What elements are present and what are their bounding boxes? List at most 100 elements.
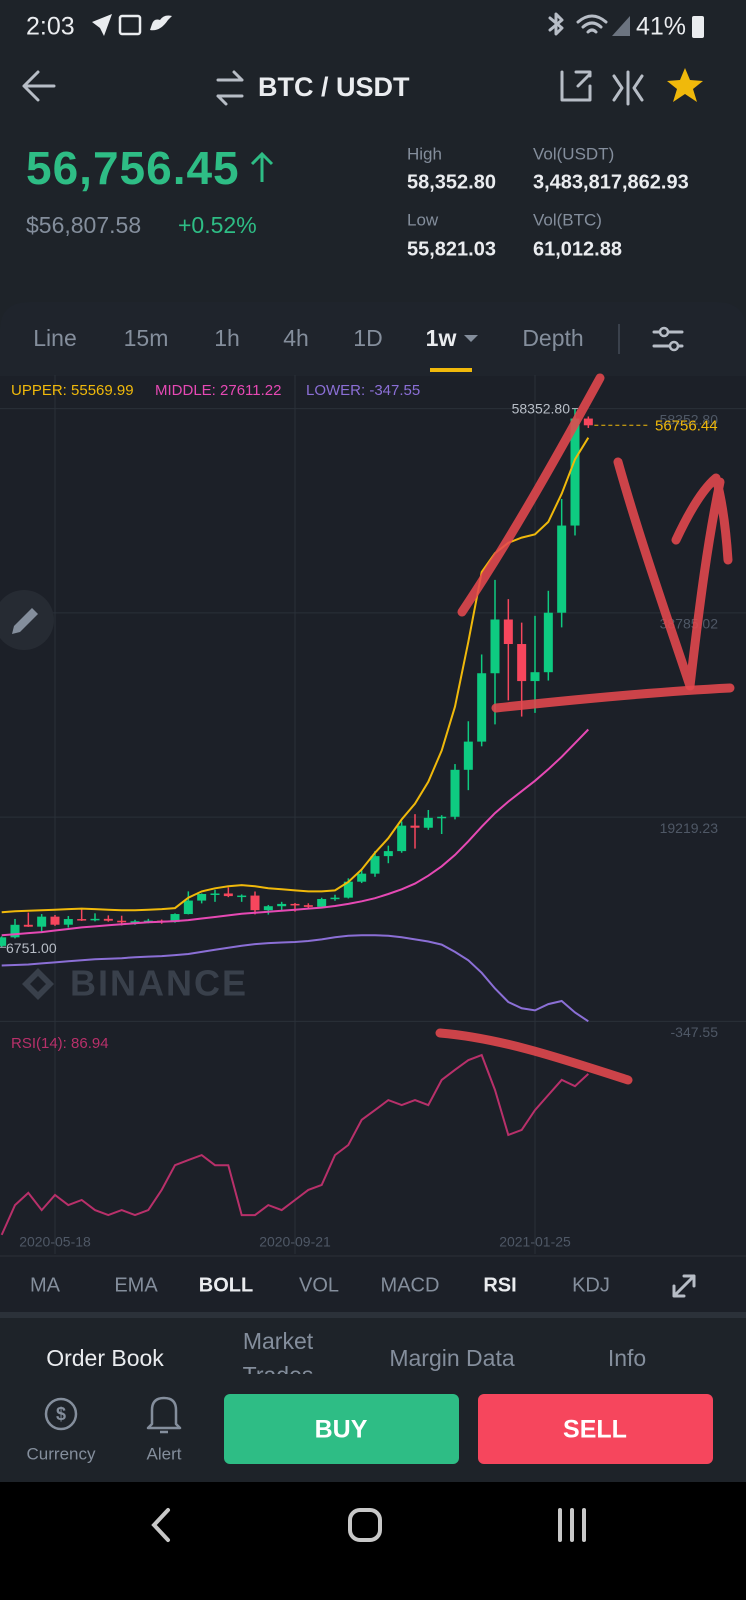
stat-label: Vol(BTC) <box>533 210 602 229</box>
rsi-label: RSI(14): 86.94 <box>11 1035 109 1052</box>
candle-body <box>10 924 20 938</box>
bluetooth-icon <box>548 12 564 36</box>
y-tick-label: 58352.80 <box>660 411 719 427</box>
pencil-icon <box>12 608 38 634</box>
candle-body <box>357 873 367 882</box>
nav-home[interactable] <box>348 1508 382 1542</box>
candle-body <box>130 921 140 923</box>
fullscreen-icon[interactable] <box>672 1274 696 1298</box>
twitter-icon <box>150 15 172 31</box>
nav-back[interactable] <box>151 1508 170 1542</box>
candle-body <box>223 893 233 897</box>
section-tab-line: Trades <box>243 1362 314 1388</box>
y-tick-label: -347.55 <box>671 1024 719 1040</box>
candle-body <box>103 918 113 921</box>
indicator-tab[interactable]: RSI <box>483 1274 516 1296</box>
rsi-line <box>0 1053 589 1236</box>
interval-tab[interactable]: 4h <box>283 325 309 351</box>
interval-tab[interactable]: Line <box>33 325 76 351</box>
indicator-label: LOWER: -347.55 <box>306 382 420 399</box>
candle-body <box>463 741 473 770</box>
candle-body <box>437 816 447 819</box>
last-price-label: 56756.44 <box>655 417 718 434</box>
candle-body <box>317 899 327 907</box>
gallery-icon <box>118 14 142 36</box>
interval-tab[interactable]: 1w <box>426 325 457 351</box>
candle-body <box>37 916 47 927</box>
indicator-tab[interactable]: MACD <box>381 1274 440 1296</box>
section-tab[interactable]: Order Book <box>46 1345 164 1371</box>
stat-label: High <box>407 144 442 163</box>
wifi-icon <box>576 14 608 34</box>
stat-label: Vol(USDT) <box>533 144 614 163</box>
candle-body <box>450 769 460 817</box>
share-icon[interactable] <box>560 70 592 102</box>
buy-button[interactable] <box>224 1394 459 1464</box>
indicator-tab[interactable]: KDJ <box>572 1274 610 1296</box>
favorite-star[interactable] <box>667 68 703 102</box>
swap-icon[interactable] <box>216 70 244 106</box>
compare-icon[interactable] <box>612 70 644 106</box>
indicator-label: MIDDLE: 27611.22 <box>155 382 281 399</box>
candle-body <box>477 673 487 742</box>
alert-button[interactable]: Alert <box>147 1444 182 1463</box>
nav-recents[interactable] <box>558 1508 586 1542</box>
candle-body <box>570 418 580 526</box>
candle-body <box>210 893 220 895</box>
section-tab[interactable]: Info <box>608 1345 646 1371</box>
watermark: BINANCE <box>70 963 248 1004</box>
hand-drawn-mark <box>435 1028 633 1085</box>
candle-body <box>250 895 260 911</box>
interval-tab[interactable]: 15m <box>124 325 169 351</box>
candle-body <box>397 825 407 852</box>
interval-tab[interactable]: 1D <box>353 325 382 351</box>
candle-body <box>503 619 513 645</box>
sell-label[interactable]: SELL <box>563 1416 627 1444</box>
buy-label[interactable]: BUY <box>315 1416 368 1444</box>
candle-body <box>517 644 527 682</box>
active-tab-underline <box>430 368 472 372</box>
candle-body <box>370 856 380 874</box>
indicator-tab[interactable]: MA <box>30 1274 61 1296</box>
settings-icon-knob <box>658 326 670 338</box>
candle-body <box>117 920 127 923</box>
x-tick-label: 2020-09-21 <box>259 1234 331 1250</box>
divider <box>0 1312 746 1318</box>
section-tab[interactable]: Market Trades <box>243 1328 314 1388</box>
pair-title[interactable]: BTC / USDT <box>258 72 410 102</box>
sell-button[interactable] <box>478 1394 713 1464</box>
candle-body <box>237 895 247 898</box>
chart-area <box>0 376 746 1312</box>
back-button[interactable] <box>22 70 56 102</box>
candle-body <box>63 919 73 925</box>
battery-icon <box>692 16 704 38</box>
candle-body <box>383 851 393 857</box>
candle-body <box>50 916 60 925</box>
dropdown-caret <box>464 335 478 342</box>
boll-line <box>1 728 590 937</box>
interval-tab[interactable]: Depth <box>522 325 583 351</box>
low-label: 6751.00 <box>6 940 57 956</box>
candle-body <box>0 937 7 946</box>
indicator-tabs: MA EMA BOLL VOL MACD RSI KDJ <box>30 1274 610 1296</box>
price-up-arrow <box>250 151 274 182</box>
last-price: 56,756.45 <box>26 142 240 194</box>
currency-button[interactable]: Currency <box>27 1444 96 1463</box>
indicator-tab[interactable]: EMA <box>114 1274 158 1296</box>
indicator-tab[interactable]: BOLL <box>199 1274 253 1296</box>
candle-body <box>77 919 87 921</box>
section-tab-line: Market <box>243 1328 314 1354</box>
candle-body <box>23 924 33 927</box>
telegram-icon <box>92 14 112 36</box>
status-time: 2:03 <box>26 13 75 41</box>
candle-body <box>557 525 567 613</box>
section-tab[interactable]: Margin Data <box>389 1345 514 1371</box>
interval-tab[interactable]: 1h <box>214 325 240 351</box>
candle-body <box>330 897 340 900</box>
stat-label: Low <box>407 210 439 229</box>
indicator-tab[interactable]: VOL <box>299 1274 339 1296</box>
fiat-price: $56,807.58 <box>26 212 141 238</box>
stat-value: 61,012.88 <box>533 238 622 260</box>
currency-icon-glyph: $ <box>56 1404 66 1424</box>
